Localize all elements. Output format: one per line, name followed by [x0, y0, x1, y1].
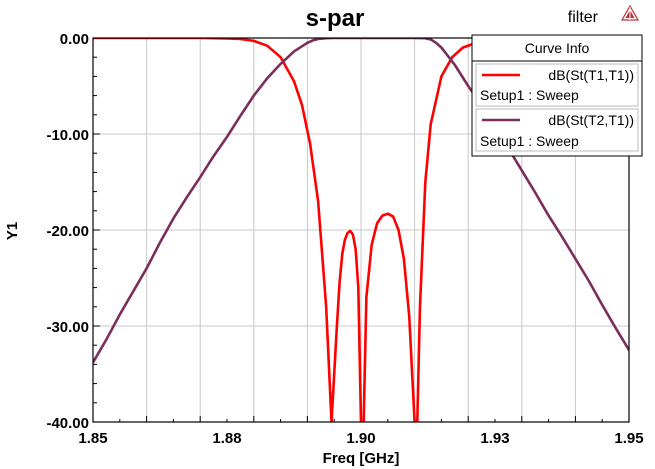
- y-tick-label: -20.00: [46, 223, 89, 240]
- y-tick-label: -30.00: [46, 319, 89, 336]
- x-tick-label: 1.93: [480, 430, 509, 447]
- legend-series-setup: Setup1 : Sweep: [480, 133, 579, 149]
- project-name: filter: [568, 9, 599, 26]
- y-tick-label: -40.00: [46, 415, 89, 432]
- legend-entry-s11[interactable]: dB(St(T1,T1)) Setup1 : Sweep: [475, 63, 639, 107]
- series-layer: [93, 38, 629, 422]
- x-tick-label: 1.95: [614, 430, 643, 447]
- series-line-s11[interactable]: [93, 38, 629, 422]
- legend-series-setup: Setup1 : Sweep: [480, 87, 579, 103]
- plot-frame: [92, 37, 630, 423]
- legend-series-name: dB(St(T2,T1)): [548, 112, 634, 128]
- legend-entry-frame: [475, 63, 639, 107]
- chart-title: s-par: [306, 5, 365, 32]
- ansoft-logo-icon: [620, 4, 640, 21]
- legend-series-name: dB(St(T1,T1)): [548, 67, 634, 83]
- legend-box: [471, 34, 643, 157]
- x-tick-label: 1.85: [78, 430, 107, 447]
- legend[interactable]: Curve Info dB(St(T1,T1)) Setup1 : Sweep …: [471, 34, 643, 157]
- x-tick-label: 1.90: [346, 430, 375, 447]
- legend-entry-frame: [475, 108, 639, 152]
- legend-title: Curve Info: [525, 40, 590, 56]
- y-tick-labels: 0.00 -10.00 -20.00 -30.00 -40.00: [46, 31, 89, 432]
- y-tick-label: -10.00: [46, 127, 89, 144]
- x-axis-label: Freq [GHz]: [323, 450, 400, 467]
- y-axis-label: Y1: [4, 222, 21, 240]
- legend-entry-s21[interactable]: dB(St(T2,T1)) Setup1 : Sweep: [475, 108, 639, 152]
- x-tick-label: 1.88: [212, 430, 241, 447]
- y-tick-label: 0.00: [60, 31, 89, 48]
- series-line-s21[interactable]: [93, 38, 629, 364]
- x-tick-labels: 1.85 1.88 1.90 1.93 1.95: [78, 430, 643, 447]
